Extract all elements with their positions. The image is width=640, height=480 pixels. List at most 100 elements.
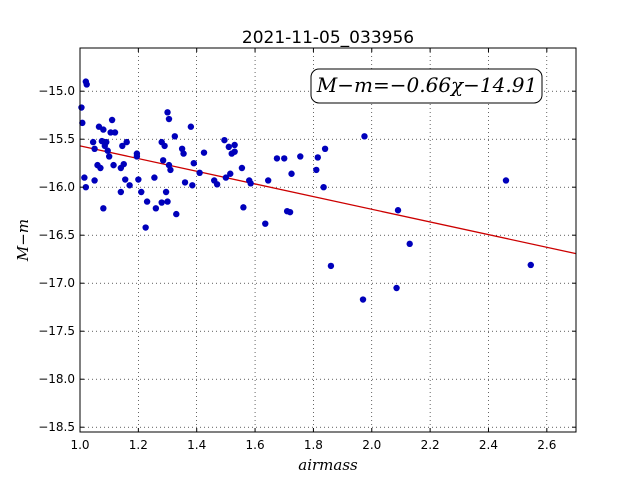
scatter-point [142, 224, 149, 231]
scatter-point [123, 138, 130, 146]
scatter-point [393, 284, 400, 292]
scatter-point [231, 141, 238, 149]
scatter-point [103, 138, 110, 146]
scatter-point [79, 119, 86, 127]
scatter-point [91, 145, 98, 152]
scatter-point [222, 174, 230, 181]
scatter-point [108, 116, 116, 124]
chart-title: 2021-11-05_033956 [242, 28, 414, 48]
x-tick-label: 2.6 [537, 438, 556, 452]
y-tick-label: −17.0 [38, 276, 75, 290]
y-tick-label: −15.5 [38, 132, 75, 146]
scatter-point [143, 198, 151, 205]
y-axis-label: M−m [14, 219, 32, 262]
scatter-point [138, 188, 145, 196]
scatter-point [165, 161, 173, 169]
scatter-point [281, 155, 288, 162]
scatter-point [361, 133, 368, 140]
y-tick-label: −18.5 [38, 420, 75, 434]
scatter-point [227, 170, 234, 177]
scatter-point [120, 160, 127, 168]
scatter-point [161, 142, 168, 150]
scatter-point [158, 199, 165, 206]
scatter-point [190, 160, 197, 167]
ticks: 1.0 1.2 1.4 1.6 1.8 2.0 2.2 2.4 2.6 −15.0 −15.5 −16… [38, 48, 576, 452]
scatter-point [82, 184, 90, 191]
fit-line [79, 145, 577, 255]
x-tick-label: 2.4 [479, 438, 498, 452]
grid [79, 48, 576, 432]
scatter-point [187, 123, 195, 130]
scatter-point [171, 133, 179, 140]
fit-line-layer [79, 145, 577, 255]
scatter-point [231, 148, 238, 155]
scatter-point [273, 155, 281, 162]
scatter-point [173, 210, 180, 218]
scatter-point [133, 153, 141, 160]
scatter-point [327, 262, 335, 270]
scatter-point [313, 166, 320, 174]
scatter-point [320, 184, 327, 191]
scatter-point [321, 145, 329, 152]
scatter-point [314, 154, 321, 161]
x-tick-label: 1.4 [187, 438, 206, 452]
scatter-point [97, 164, 104, 172]
scatter-point [297, 153, 304, 160]
scatter-point [189, 182, 196, 189]
scatter-point [264, 177, 272, 184]
scatter-point [81, 174, 88, 181]
scatter-point [164, 109, 171, 116]
scatter-point [286, 208, 294, 216]
x-axis-label: airmass [298, 456, 358, 474]
scatter-point [359, 296, 367, 303]
scatter-point [200, 149, 208, 156]
scatter-point [502, 177, 510, 184]
scatter-point [240, 204, 247, 211]
axes-frame [79, 47, 577, 433]
scatter-point [89, 138, 97, 146]
x-tick-label: 2.0 [362, 438, 381, 452]
scatter-point [180, 150, 187, 157]
y-tick-label: −16.0 [38, 180, 75, 194]
scatter-point [122, 176, 129, 183]
y-tick-label: −18.0 [38, 372, 75, 386]
x-tick-label: 2.2 [421, 438, 440, 452]
scatter-point [247, 180, 254, 187]
scatter-point [91, 177, 98, 184]
scatter-point [394, 207, 402, 214]
x-tick-label: 1.2 [129, 438, 148, 452]
scatter-point [104, 147, 111, 154]
scatter-point [110, 161, 117, 169]
scatter-point [167, 166, 174, 174]
scatter-point [221, 136, 228, 144]
scatter-point [238, 164, 246, 172]
scatter-point [288, 170, 295, 177]
scatter-point [105, 153, 113, 160]
fit-annotation: M−m=−0.66χ−14.91 [310, 68, 543, 104]
scatter-point [262, 220, 269, 227]
scatter-point [117, 188, 125, 196]
scatter-point [178, 145, 186, 152]
x-tick-label: 1.8 [304, 438, 323, 452]
scatter-point [111, 129, 119, 136]
scatter-point [135, 176, 142, 183]
scatter-point [196, 169, 203, 176]
scatter-point [151, 174, 158, 181]
scatter-point [119, 142, 126, 150]
scatter-point [100, 205, 107, 212]
scatter-point [83, 81, 90, 88]
y-tick-label: −15.0 [38, 84, 75, 98]
scatter-point [165, 115, 173, 123]
scatter-point [107, 129, 114, 136]
x-tick-label: 1.0 [70, 438, 89, 452]
scatter-point [181, 179, 189, 186]
annotation-box [310, 68, 543, 104]
annotation-text: M−m=−0.66χ−14.91 [316, 73, 537, 97]
scatter-point [162, 188, 170, 196]
scatter-point [406, 240, 413, 248]
x-tick-label: 1.6 [246, 438, 265, 452]
scatter-point [225, 143, 232, 151]
scatter-point [213, 181, 221, 188]
scatter-point [78, 104, 85, 111]
scatter-point [126, 182, 133, 189]
